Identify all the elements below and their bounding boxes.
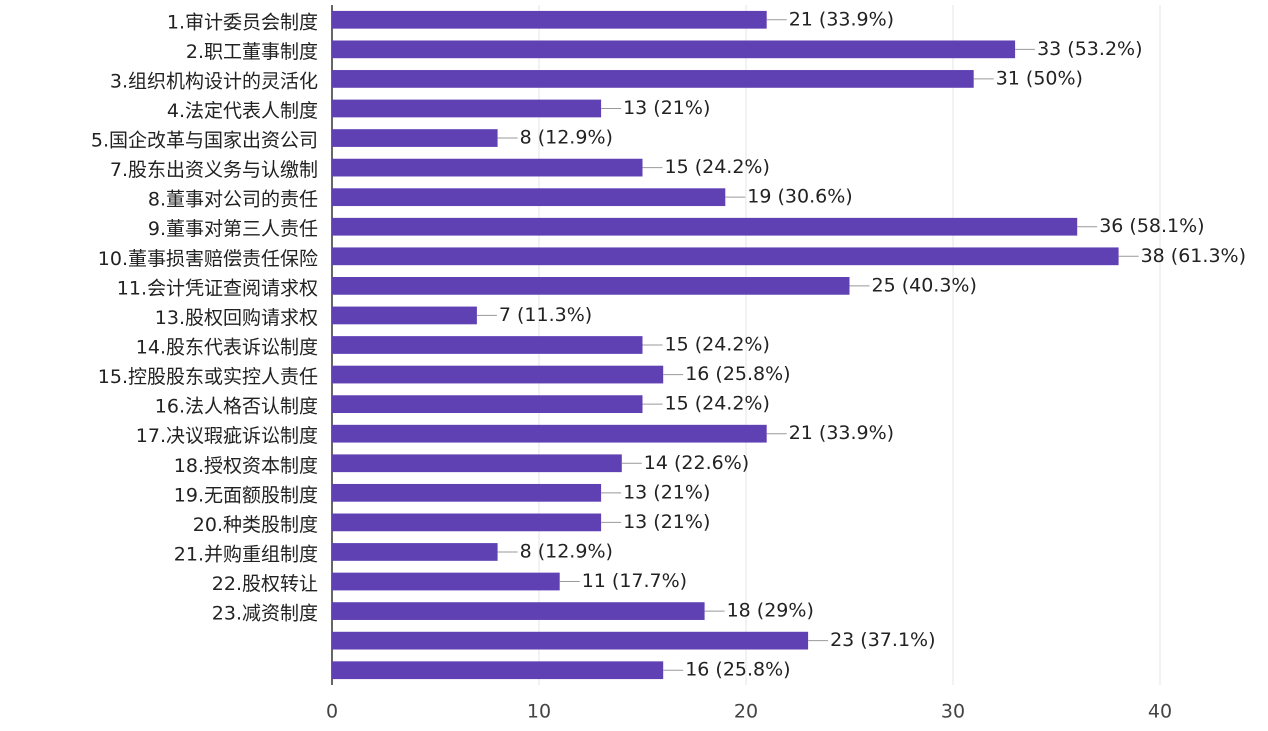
- bar: [332, 572, 560, 591]
- value-label: 13 (21%): [623, 481, 710, 503]
- y-tick-label: 17.决议瑕疵诉讼制度: [136, 425, 318, 447]
- value-label: 15 (24.2%): [665, 393, 770, 415]
- y-tick-label: 14.股东代表诉讼制度: [136, 337, 318, 359]
- value-label: 31 (50%): [996, 67, 1083, 89]
- value-label: 21 (33.9%): [789, 8, 894, 30]
- y-tick-label: 20.种类股制度: [193, 514, 318, 536]
- bar: [332, 543, 498, 561]
- value-label: 25 (40.3%): [872, 274, 977, 296]
- value-label: 8 (12.9%): [520, 127, 613, 149]
- bar: [332, 70, 974, 88]
- x-tick-label: 20: [734, 701, 758, 723]
- bar: [332, 454, 622, 473]
- value-label: 15 (24.2%): [665, 156, 770, 178]
- bar: [332, 424, 767, 443]
- bar: [332, 631, 809, 650]
- value-label: 15 (24.2%): [665, 334, 770, 356]
- value-label: 36 (58.1%): [1099, 215, 1204, 237]
- bar: [332, 336, 643, 354]
- value-label: 23 (37.1%): [830, 629, 935, 651]
- bar: [332, 513, 602, 532]
- bar: [332, 365, 664, 384]
- bar: [332, 306, 477, 325]
- y-tick-label: 4.法定代表人制度: [167, 100, 318, 122]
- bar: [332, 602, 705, 620]
- bar: [332, 483, 602, 502]
- y-tick-label: 9.董事对第三人责任: [148, 218, 318, 240]
- value-label: 11 (17.7%): [582, 570, 687, 592]
- bar: [332, 247, 1119, 266]
- value-label: 18 (29%): [727, 600, 814, 622]
- y-tick-label: 23.减资制度: [212, 603, 318, 625]
- y-tick-label: 2.职工董事制度: [186, 41, 318, 63]
- bar: [332, 99, 602, 118]
- x-tick-label: 0: [326, 701, 338, 723]
- value-label: 33 (53.2%): [1037, 38, 1142, 60]
- value-label: 13 (21%): [623, 97, 710, 119]
- y-tick-label: 5.国企改革与国家出资公司: [91, 130, 318, 152]
- bar: [332, 129, 498, 147]
- y-tick-label: 15.控股股东或实控人责任: [98, 366, 318, 388]
- y-tick-label: 21.并购重组制度: [174, 543, 318, 565]
- bar: [332, 661, 664, 680]
- x-tick-label: 10: [527, 701, 551, 723]
- y-tick-label: 10.董事损害赔偿责任保险: [98, 248, 318, 270]
- value-label: 38 (61.3%): [1141, 245, 1246, 267]
- y-tick-label: 3.组织机构设计的灵活化: [110, 70, 318, 92]
- y-tick-label: 1.审计委员会制度: [167, 11, 318, 33]
- y-tick-label: 16.法人格否认制度: [155, 396, 318, 418]
- x-tick-label: 30: [941, 701, 965, 723]
- bar: [332, 395, 643, 413]
- bar: [332, 158, 643, 177]
- value-label: 21 (33.9%): [789, 422, 894, 444]
- y-tick-label: 19.无面额股制度: [174, 484, 318, 506]
- y-tick-label: 11.会计凭证查阅请求权: [117, 277, 318, 299]
- value-label: 13 (21%): [623, 511, 710, 533]
- y-tick-label: 8.董事对公司的责任: [148, 189, 318, 211]
- value-label: 7 (11.3%): [499, 304, 592, 326]
- y-tick-label: 18.授权资本制度: [174, 455, 318, 477]
- value-label: 16 (25.8%): [685, 659, 790, 681]
- y-tick-label: 22.股权转让: [212, 573, 318, 595]
- bar: [332, 217, 1078, 236]
- bar: [332, 10, 767, 29]
- value-label: 8 (12.9%): [520, 540, 613, 562]
- value-label: 19 (30.6%): [747, 186, 852, 208]
- y-tick-label: 13.股权回购请求权: [155, 307, 318, 329]
- value-label: 14 (22.6%): [644, 452, 749, 474]
- bar: [332, 188, 726, 207]
- bar: [332, 277, 850, 295]
- value-label: 16 (25.8%): [685, 363, 790, 385]
- x-tick-label: 40: [1148, 701, 1172, 723]
- bar: [332, 40, 1016, 59]
- y-tick-label: 7.股东出资义务与认缴制: [110, 159, 318, 181]
